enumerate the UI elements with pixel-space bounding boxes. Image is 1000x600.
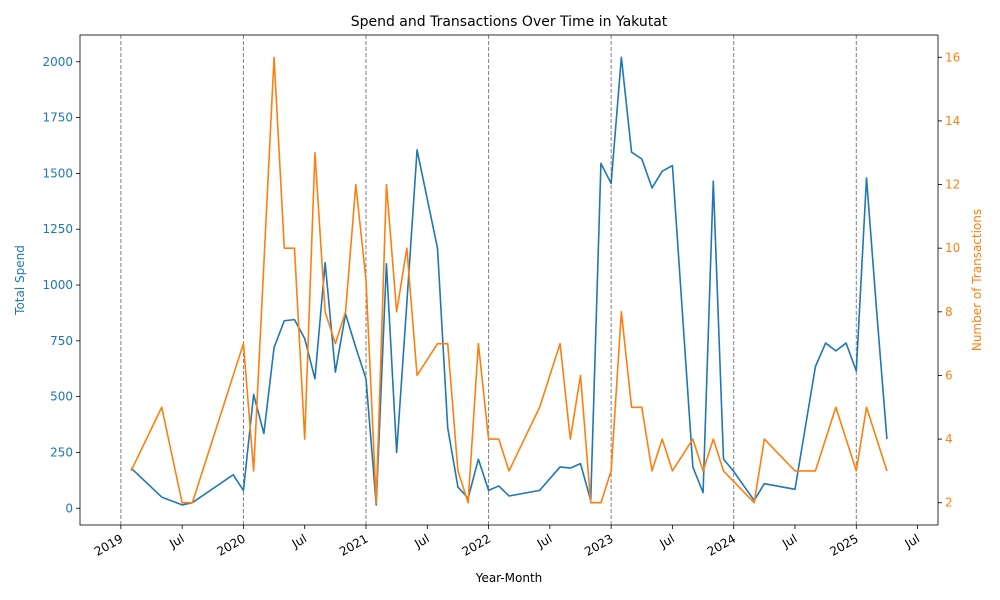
x-tick-label: Jul xyxy=(289,531,309,551)
right-tick-label: 12 xyxy=(945,178,960,192)
x-tick-label: 2021 xyxy=(337,531,370,558)
x-tick-label: 2020 xyxy=(214,531,247,558)
right-tick-label: 16 xyxy=(945,50,960,64)
left-tick-label: 2000 xyxy=(42,55,73,69)
x-tick-label: Jul xyxy=(902,531,922,551)
left-tick-label: 1500 xyxy=(42,166,73,180)
spend-line xyxy=(130,56,888,506)
left-tick-label: 500 xyxy=(50,390,73,404)
left-tick-label: 750 xyxy=(50,334,73,348)
left-tick-label: 1750 xyxy=(42,111,73,125)
x-tick-label: Jul xyxy=(166,531,186,551)
x-tick-label: 2022 xyxy=(460,531,493,558)
left-axis: 0 250 500 750 1000 1250 1500 1750 2000 xyxy=(42,55,80,515)
x-tick-label: Jul xyxy=(779,531,799,551)
left-axis-title: Total Spend xyxy=(13,245,27,316)
transactions-line xyxy=(130,56,888,504)
right-tick-label: 2 xyxy=(945,496,953,510)
x-axis-title: Year-Month xyxy=(475,571,543,585)
series-lines xyxy=(130,56,888,506)
x-tick-label: 2019 xyxy=(92,531,125,558)
right-tick-label: 14 xyxy=(945,114,960,128)
x-tick-label: Jul xyxy=(534,531,554,551)
right-tick-label: 4 xyxy=(945,432,953,446)
chart-title: Spend and Transactions Over Time in Yaku… xyxy=(351,14,668,30)
x-tick-label: 2023 xyxy=(582,531,615,558)
right-axis: 2 4 6 8 10 12 14 16 xyxy=(938,50,960,510)
right-axis-title: Number of Transactions xyxy=(970,209,984,351)
plot-frame xyxy=(79,34,939,526)
left-tick-label: 250 xyxy=(50,445,73,459)
x-tick-label: 2024 xyxy=(705,531,738,558)
left-tick-label: 1000 xyxy=(42,278,73,292)
right-tick-label: 10 xyxy=(945,241,960,255)
x-tick-label: Jul xyxy=(657,531,677,551)
plot-background xyxy=(80,35,938,525)
right-tick-label: 6 xyxy=(945,368,953,382)
x-axis: 2019 Jul 2020 Jul 2021 Jul 2022 Jul 2023 Jul 2024 J… xyxy=(92,525,922,559)
x-tick-label: Jul xyxy=(411,531,431,551)
year-boundary-lines xyxy=(120,35,857,525)
x-tick-label: 2025 xyxy=(827,531,860,558)
right-tick-label: 8 xyxy=(945,305,953,319)
left-tick-label: 0 xyxy=(65,501,73,515)
left-tick-label: 1250 xyxy=(42,222,73,236)
